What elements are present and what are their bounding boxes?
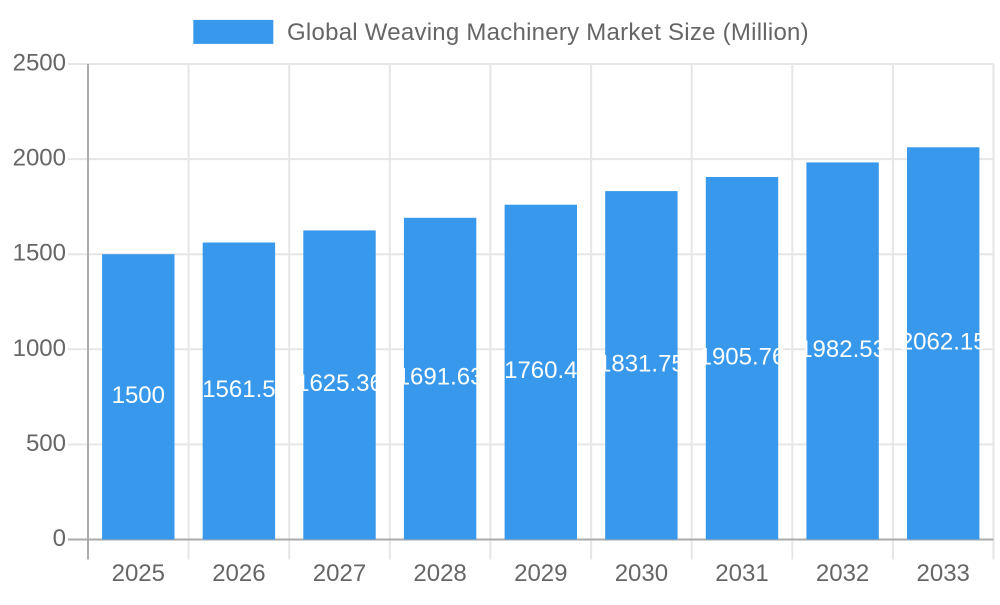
svg-text:1982.53: 1982.53 bbox=[799, 336, 886, 363]
svg-text:1831.75: 1831.75 bbox=[598, 350, 685, 377]
svg-text:Global Weaving Machinery Marke: Global Weaving Machinery Market Size (Mi… bbox=[287, 19, 809, 46]
svg-text:2033: 2033 bbox=[917, 560, 970, 587]
svg-text:1625.36: 1625.36 bbox=[296, 370, 383, 397]
svg-text:2032: 2032 bbox=[816, 560, 869, 587]
svg-text:2000: 2000 bbox=[13, 145, 66, 172]
svg-text:2029: 2029 bbox=[514, 560, 567, 587]
svg-text:1000: 1000 bbox=[13, 335, 66, 362]
svg-text:2062.15: 2062.15 bbox=[900, 328, 987, 355]
svg-text:2500: 2500 bbox=[13, 50, 66, 77]
svg-text:500: 500 bbox=[26, 430, 66, 457]
svg-text:1691.63: 1691.63 bbox=[397, 364, 484, 391]
svg-text:1500: 1500 bbox=[112, 382, 165, 409]
svg-text:1500: 1500 bbox=[13, 240, 66, 267]
svg-text:1760.4: 1760.4 bbox=[504, 357, 577, 384]
svg-text:2028: 2028 bbox=[413, 560, 466, 587]
svg-text:2030: 2030 bbox=[615, 560, 668, 587]
svg-text:2031: 2031 bbox=[715, 560, 768, 587]
svg-text:2025: 2025 bbox=[112, 560, 165, 587]
svg-text:0: 0 bbox=[53, 525, 66, 552]
svg-text:1561.5: 1561.5 bbox=[202, 376, 275, 403]
svg-text:2027: 2027 bbox=[313, 560, 366, 587]
svg-text:2026: 2026 bbox=[212, 560, 265, 587]
svg-text:1905.76: 1905.76 bbox=[699, 343, 786, 370]
